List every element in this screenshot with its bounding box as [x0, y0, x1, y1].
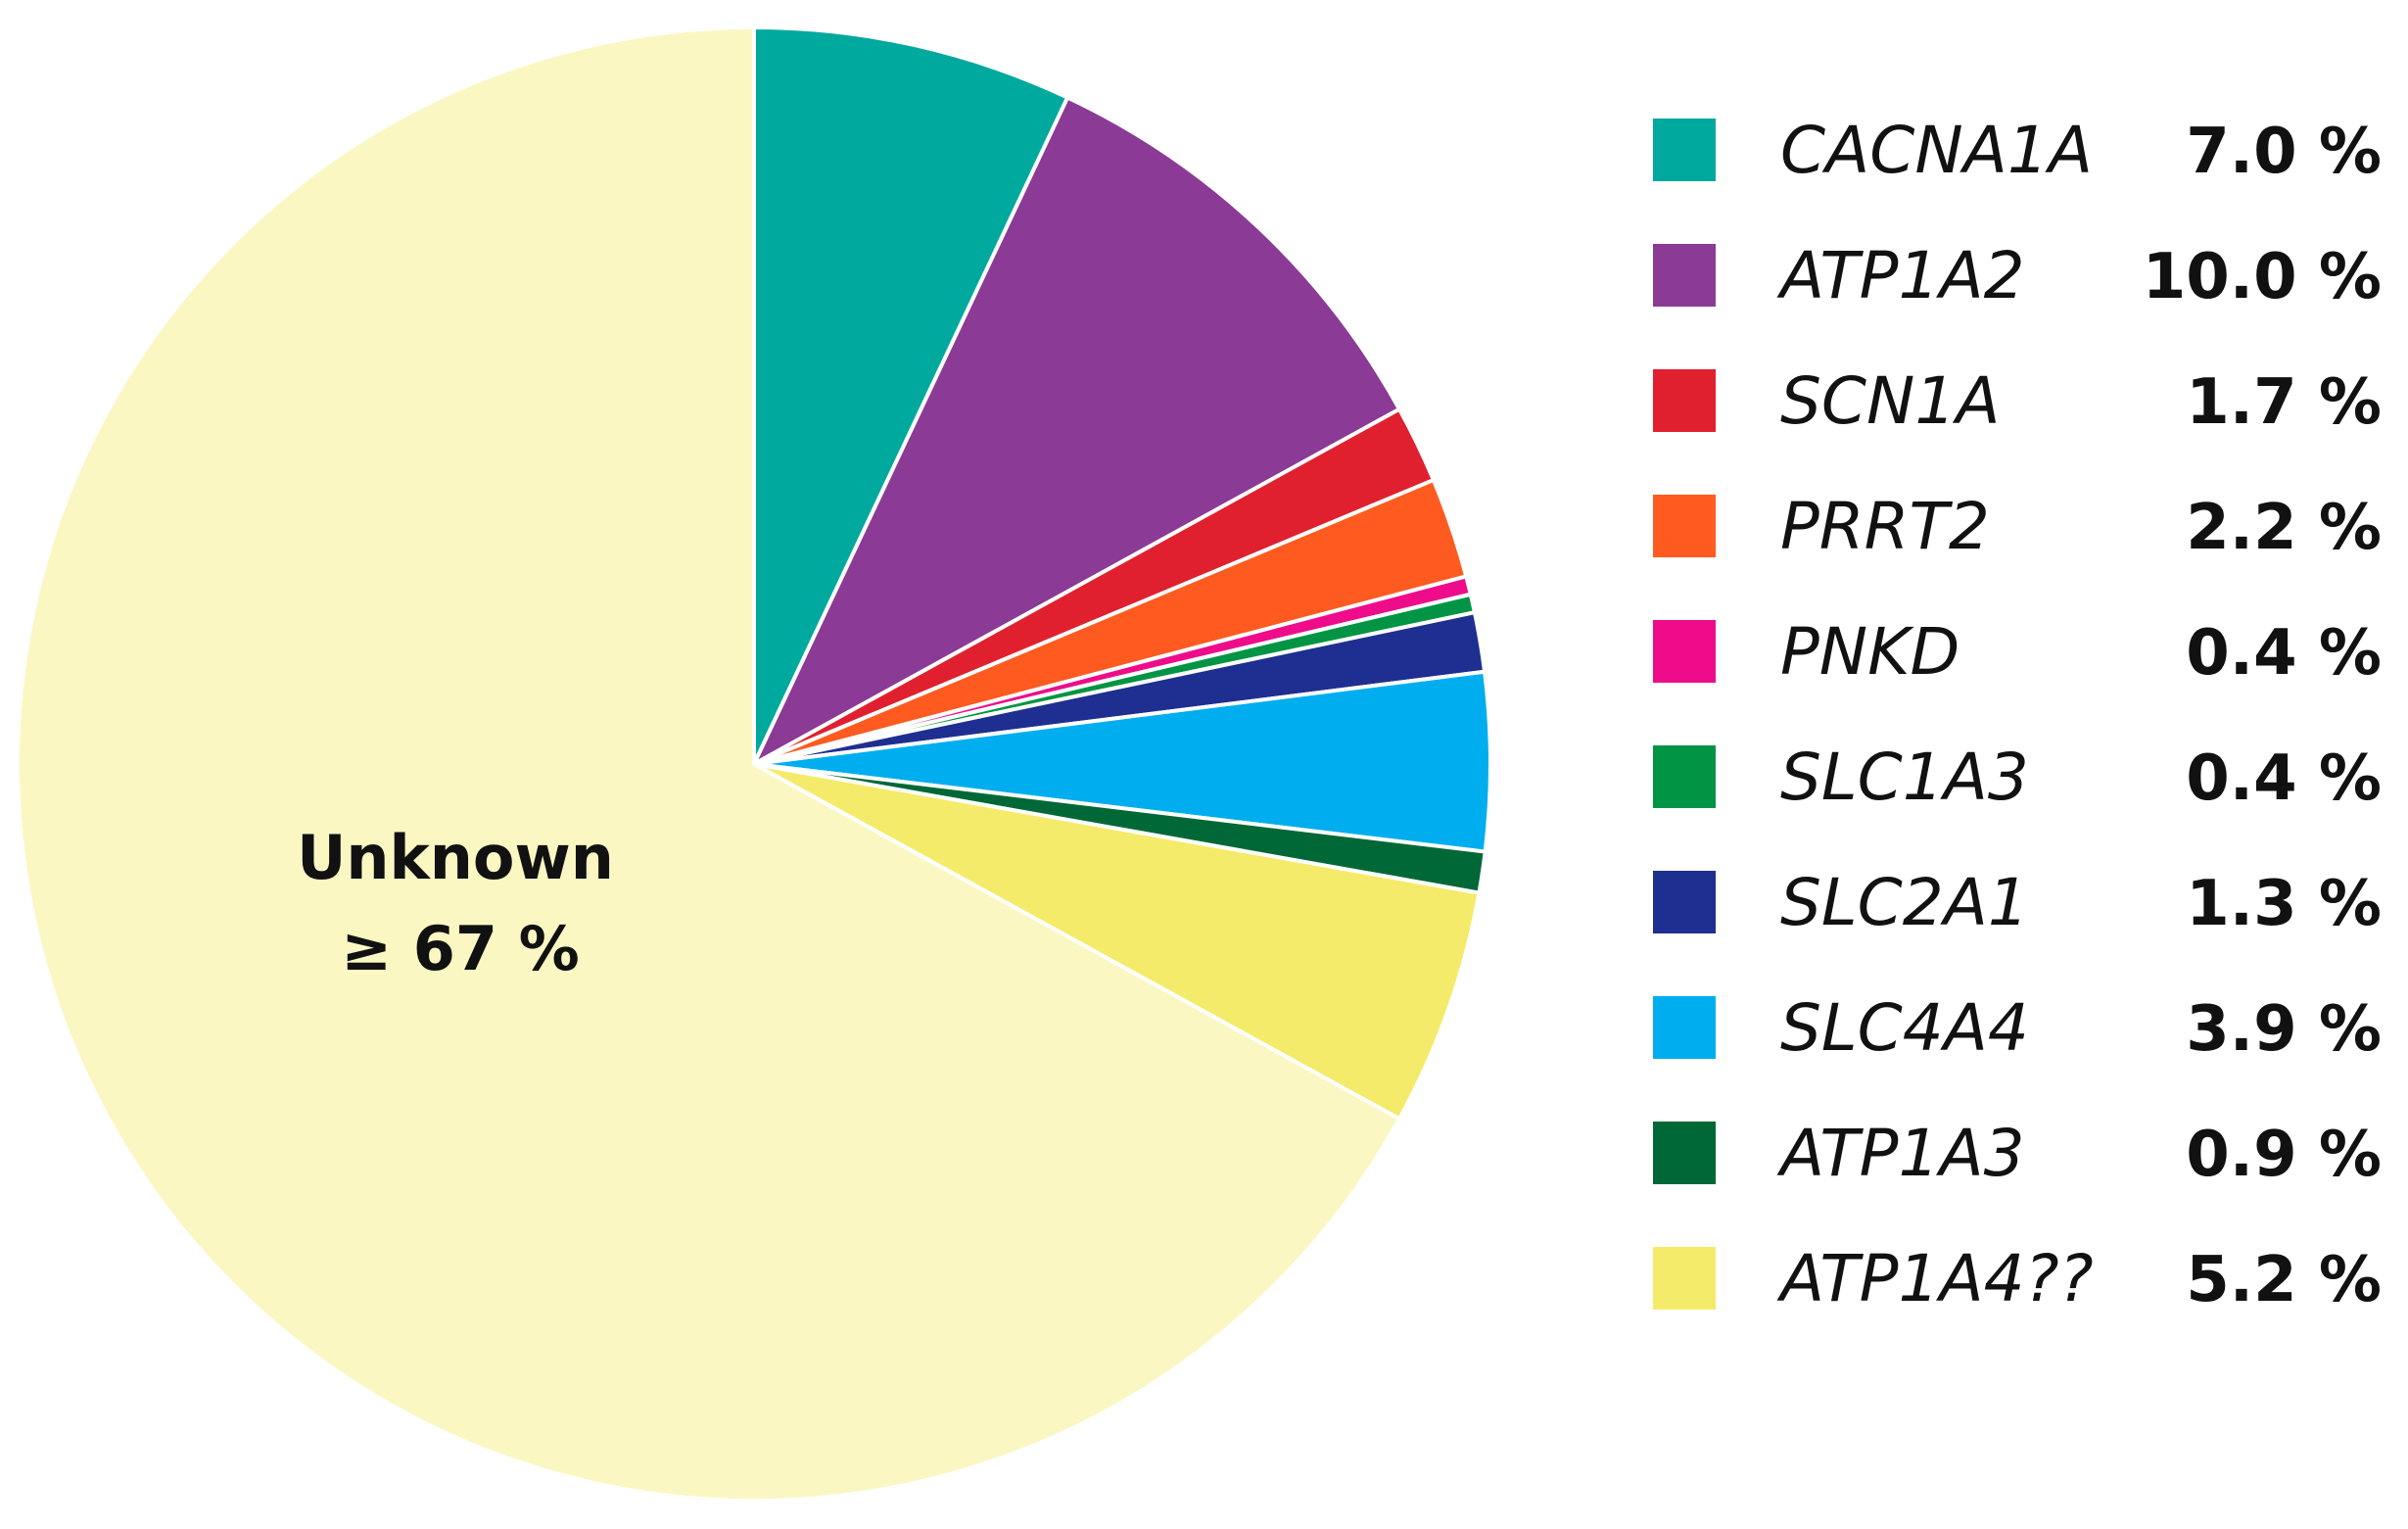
legend-swatch [1653, 620, 1716, 683]
pie-slice-atp1a2 [752, 95, 1401, 766]
pie-slice-unknown [16, 25, 1401, 1503]
legend-swatch [1653, 244, 1716, 307]
legend-gene-label: ATP1A3 [1776, 1116, 2025, 1191]
legend-item-slc2a1: SLC2A1 1.3 % [1653, 865, 2382, 940]
legend-swatch [1653, 369, 1716, 432]
legend-gene-label: PNKD [1780, 614, 1959, 690]
legend-gene-label: PRRT2 [1780, 489, 1990, 564]
legend-swatch [1653, 1122, 1716, 1184]
legend-swatch [1653, 871, 1716, 933]
legend-gene-label: SLC4A4 [1780, 990, 2029, 1066]
legend-value-label: 7.0 % [2186, 116, 2382, 188]
legend-gene-label: CACNA1A [1780, 113, 2093, 188]
unknown-slice-value: ≥ 67 % [341, 913, 580, 984]
legend-item-atp1a3: ATP1A3 0.9 % [1653, 1116, 2382, 1191]
legend-value-label: 5.2 % [2186, 1244, 2382, 1316]
legend-value-label: 0.4 % [2186, 742, 2382, 815]
legend-swatch [1653, 1247, 1716, 1310]
pie-slice-slc4a4 [752, 669, 1492, 854]
legend-value-label: 0.9 % [2186, 1119, 2382, 1191]
legend-value-label: 1.7 % [2186, 366, 2382, 439]
legend-item-slc4a4: SLC4A4 3.9 % [1653, 990, 2382, 1066]
unknown-slice-label: Unknown [297, 822, 614, 893]
legend-gene-label: ATP1A2 [1776, 238, 2025, 313]
legend-swatch [1653, 119, 1716, 181]
legend-item-pnkd: PNKD 0.4 % [1653, 614, 2382, 690]
legend-item-atp1a2: ATP1A2 10.0 % [1653, 238, 2382, 313]
legend-gene-label: ATP1A4?? [1776, 1241, 2094, 1316]
legend-item-prrt2: PRRT2 2.2 % [1653, 489, 2382, 564]
legend-swatch [1653, 495, 1716, 557]
pie-slices [16, 25, 1492, 1503]
legend-gene-label: SLC2A1 [1780, 865, 2029, 940]
legend-item-cacna1a: CACNA1A 7.0 % [1653, 113, 2382, 188]
legend-item-atp1a4: ATP1A4?? 5.2 % [1653, 1241, 2382, 1316]
legend-value-label: 2.2 % [2186, 492, 2382, 564]
legend-gene-label: SLC1A3 [1780, 740, 2029, 815]
legend-item-scn1a: SCN1A 1.7 % [1653, 363, 2382, 439]
legend-swatch [1653, 745, 1716, 808]
legend-value-label: 3.9 % [2186, 993, 2382, 1066]
pie-slice-atp1a4 [752, 762, 1482, 1122]
legend-item-slc1a3: SLC1A3 0.4 % [1653, 740, 2382, 815]
legend: CACNA1A 7.0 % ATP1A2 10.0 % SCN1A 1.7 % PRRT2 2… [1653, 113, 2382, 1316]
legend-value-label: 0.4 % [2186, 617, 2382, 690]
legend-gene-label: SCN1A [1780, 363, 2001, 439]
legend-swatch [1653, 996, 1716, 1059]
legend-value-label: 1.3 % [2186, 868, 2382, 940]
legend-value-label: 10.0 % [2143, 241, 2382, 313]
pie-slice-cacna1a [752, 25, 1070, 766]
